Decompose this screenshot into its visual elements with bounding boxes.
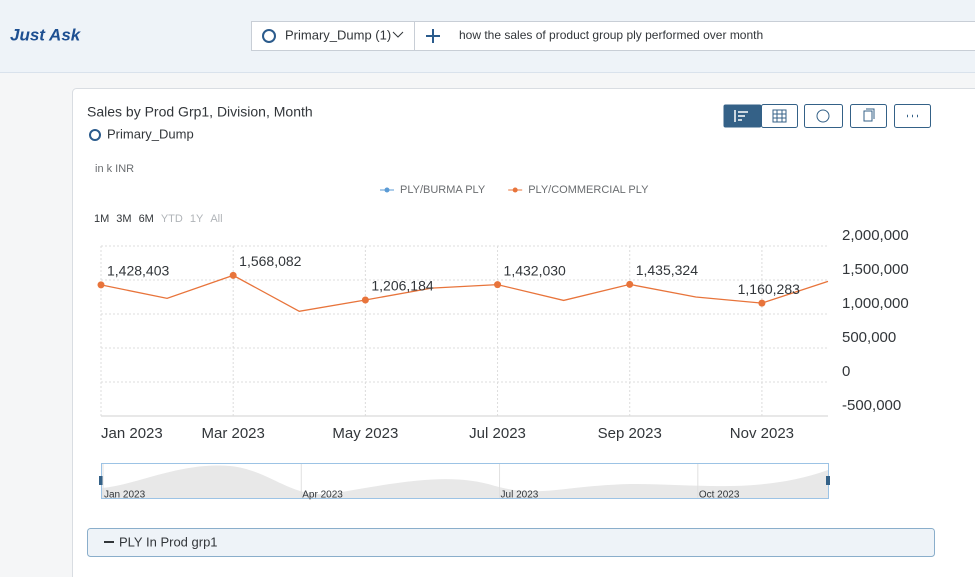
copy-icon [863,108,875,122]
plot: -500,000 0 500,000 1,000,000 1,500,000 2,000,… [97,227,909,442]
x-tick-label: Jan 2023 [101,425,163,442]
timeframe-button[interactable]: All [210,213,222,225]
table-view-button[interactable] [761,104,798,128]
dataset-icon [89,129,101,141]
source-icon [262,29,276,43]
x-tick-label: Jul 2023 [469,425,526,442]
x-tick-label: May 2023 [332,425,398,442]
chart-type-button[interactable] [804,104,843,128]
app-title: Just Ask [10,25,82,44]
navigator-handle[interactable] [99,476,103,485]
chart-view-icon [734,110,748,122]
timeframe-button[interactable]: YTD [161,213,183,225]
chart-type-icon [816,109,830,123]
data-label: 1,435,324 [636,262,698,278]
timeframe-buttons: 1M 3M 6M YTD 1Y All [94,213,223,225]
navigator-label: Jan 2023 [104,490,146,501]
navigator-label: Oct 2023 [699,490,740,501]
timeframe-button[interactable]: 1M [94,213,109,225]
x-tick-label: Nov 2023 [730,425,794,442]
x-tick-label: Sep 2023 [598,425,662,442]
legend-label: PLY/COMMERCIAL PLY [528,184,649,196]
legend-marker [384,187,390,193]
data-point [494,281,502,289]
data-label: 1,432,030 [504,262,566,278]
data-label: 1,206,184 [371,278,433,294]
data-point [229,271,237,279]
navigator-label: Apr 2023 [302,490,343,501]
source-dropdown[interactable] [251,21,415,51]
chart-title: Sales by Prod Grp1, Division, Month [87,104,313,120]
chart-card [72,88,975,577]
legend-label: PLY/BURMA PLY [400,184,486,196]
copy-button[interactable] [850,104,887,128]
legend: PLY/BURMA PLY PLY/COMMERCIAL PLY [380,184,649,196]
y-tick-label: 500,000 [842,329,896,346]
query-input[interactable] [414,21,975,51]
y-tick-label: 2,000,000 [842,227,909,244]
source-label: Primary_Dump (1) [285,27,391,42]
y-tick-label: 0 [842,363,850,380]
data-point [361,296,369,304]
dropdown-arrow [392,31,404,38]
navigator-label: Jul 2023 [501,490,539,501]
timeframe-button[interactable]: 3M [116,213,131,225]
data-label: 1,568,082 [239,253,301,269]
data-point [626,280,634,288]
series-line [100,274,829,312]
navigator-handle[interactable] [826,476,830,485]
timeframe-button[interactable]: 6M [139,213,154,225]
query-text: how the sales of product group ply perfo… [459,28,763,42]
navigator-labels: Jan 2023 Apr 2023 Jul 2023 Oct 2023 [102,464,740,501]
table-view-icon [772,109,787,123]
x-tick-label: Mar 2023 [201,425,264,442]
add-icon[interactable] [426,29,440,43]
chart-subtitle: Primary_Dump [107,126,194,141]
legend-marker [512,187,518,193]
data-label: 1,160,283 [738,281,800,297]
y-tick-label: 1,000,000 [842,295,909,312]
y-tick-label: -500,000 [842,397,901,414]
data-point [758,299,766,307]
y-tick-label: 1,500,000 [842,261,909,278]
data-point [97,281,105,289]
timeframe-button[interactable]: 1Y [190,213,204,225]
section-title: PLY In Prod grp1 [119,534,218,549]
section-header[interactable] [87,528,935,557]
data-label: 1,428,403 [107,263,169,279]
navigator-area [102,465,828,498]
unit-label: in k INR [95,163,134,175]
